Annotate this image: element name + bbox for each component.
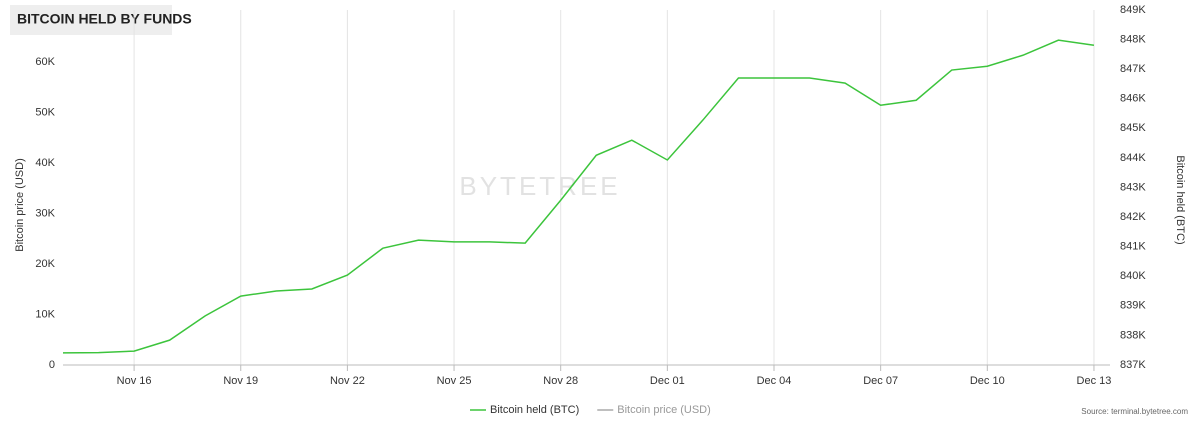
x-tick-label: Dec 07	[863, 375, 898, 387]
y2-tick-label: 845K	[1120, 122, 1146, 134]
y2-axis-title: Bitcoin held (BTC)	[1174, 155, 1186, 244]
x-tick-label: Dec 10	[970, 375, 1005, 387]
y2-tick-label: 841K	[1120, 241, 1146, 253]
y2-tick-label: 837K	[1120, 359, 1146, 371]
x-tick-label: Nov 19	[223, 375, 258, 387]
x-tick-label: Nov 25	[437, 375, 472, 387]
y2-tick-label: 842K	[1120, 211, 1146, 223]
y-tick-label: 40K	[35, 157, 55, 169]
y2-tick-label: 844K	[1120, 152, 1146, 164]
legend-label: Bitcoin held (BTC)	[490, 404, 579, 416]
x-tick-label: Dec 13	[1077, 375, 1112, 387]
y2-tick-label: 838K	[1120, 329, 1146, 341]
y-tick-label: 50K	[35, 106, 55, 118]
legend-label: Bitcoin price (USD)	[617, 404, 711, 416]
y-tick-label: 30K	[35, 207, 55, 219]
y2-tick-label: 840K	[1120, 270, 1146, 282]
y-tick-label: 10K	[35, 308, 55, 320]
x-tick-label: Dec 01	[650, 375, 685, 387]
y2-tick-label: 849K	[1120, 4, 1146, 16]
y2-tick-label: 847K	[1120, 63, 1146, 75]
x-tick-label: Nov 28	[543, 375, 578, 387]
y2-tick-label: 843K	[1120, 181, 1146, 193]
y-tick-label: 0	[49, 359, 55, 371]
y-tick-label: 60K	[35, 56, 55, 68]
title-box	[10, 5, 172, 35]
y2-tick-label: 848K	[1120, 33, 1146, 45]
chart-title: BITCOIN HELD BY FUNDS	[17, 11, 192, 27]
y-axis-title: Bitcoin price (USD)	[14, 158, 26, 252]
x-tick-label: Nov 22	[330, 375, 365, 387]
watermark: BYTETREE	[459, 171, 620, 201]
data-line	[62, 39, 1095, 354]
source: Source: terminal.bytetree.com	[1081, 407, 1188, 416]
y2-tick-label: 839K	[1120, 300, 1146, 312]
x-tick-label: Nov 16	[117, 375, 152, 387]
y2-tick-label: 846K	[1120, 93, 1146, 105]
x-tick-label: Dec 04	[757, 375, 792, 387]
y-tick-label: 20K	[35, 258, 55, 270]
